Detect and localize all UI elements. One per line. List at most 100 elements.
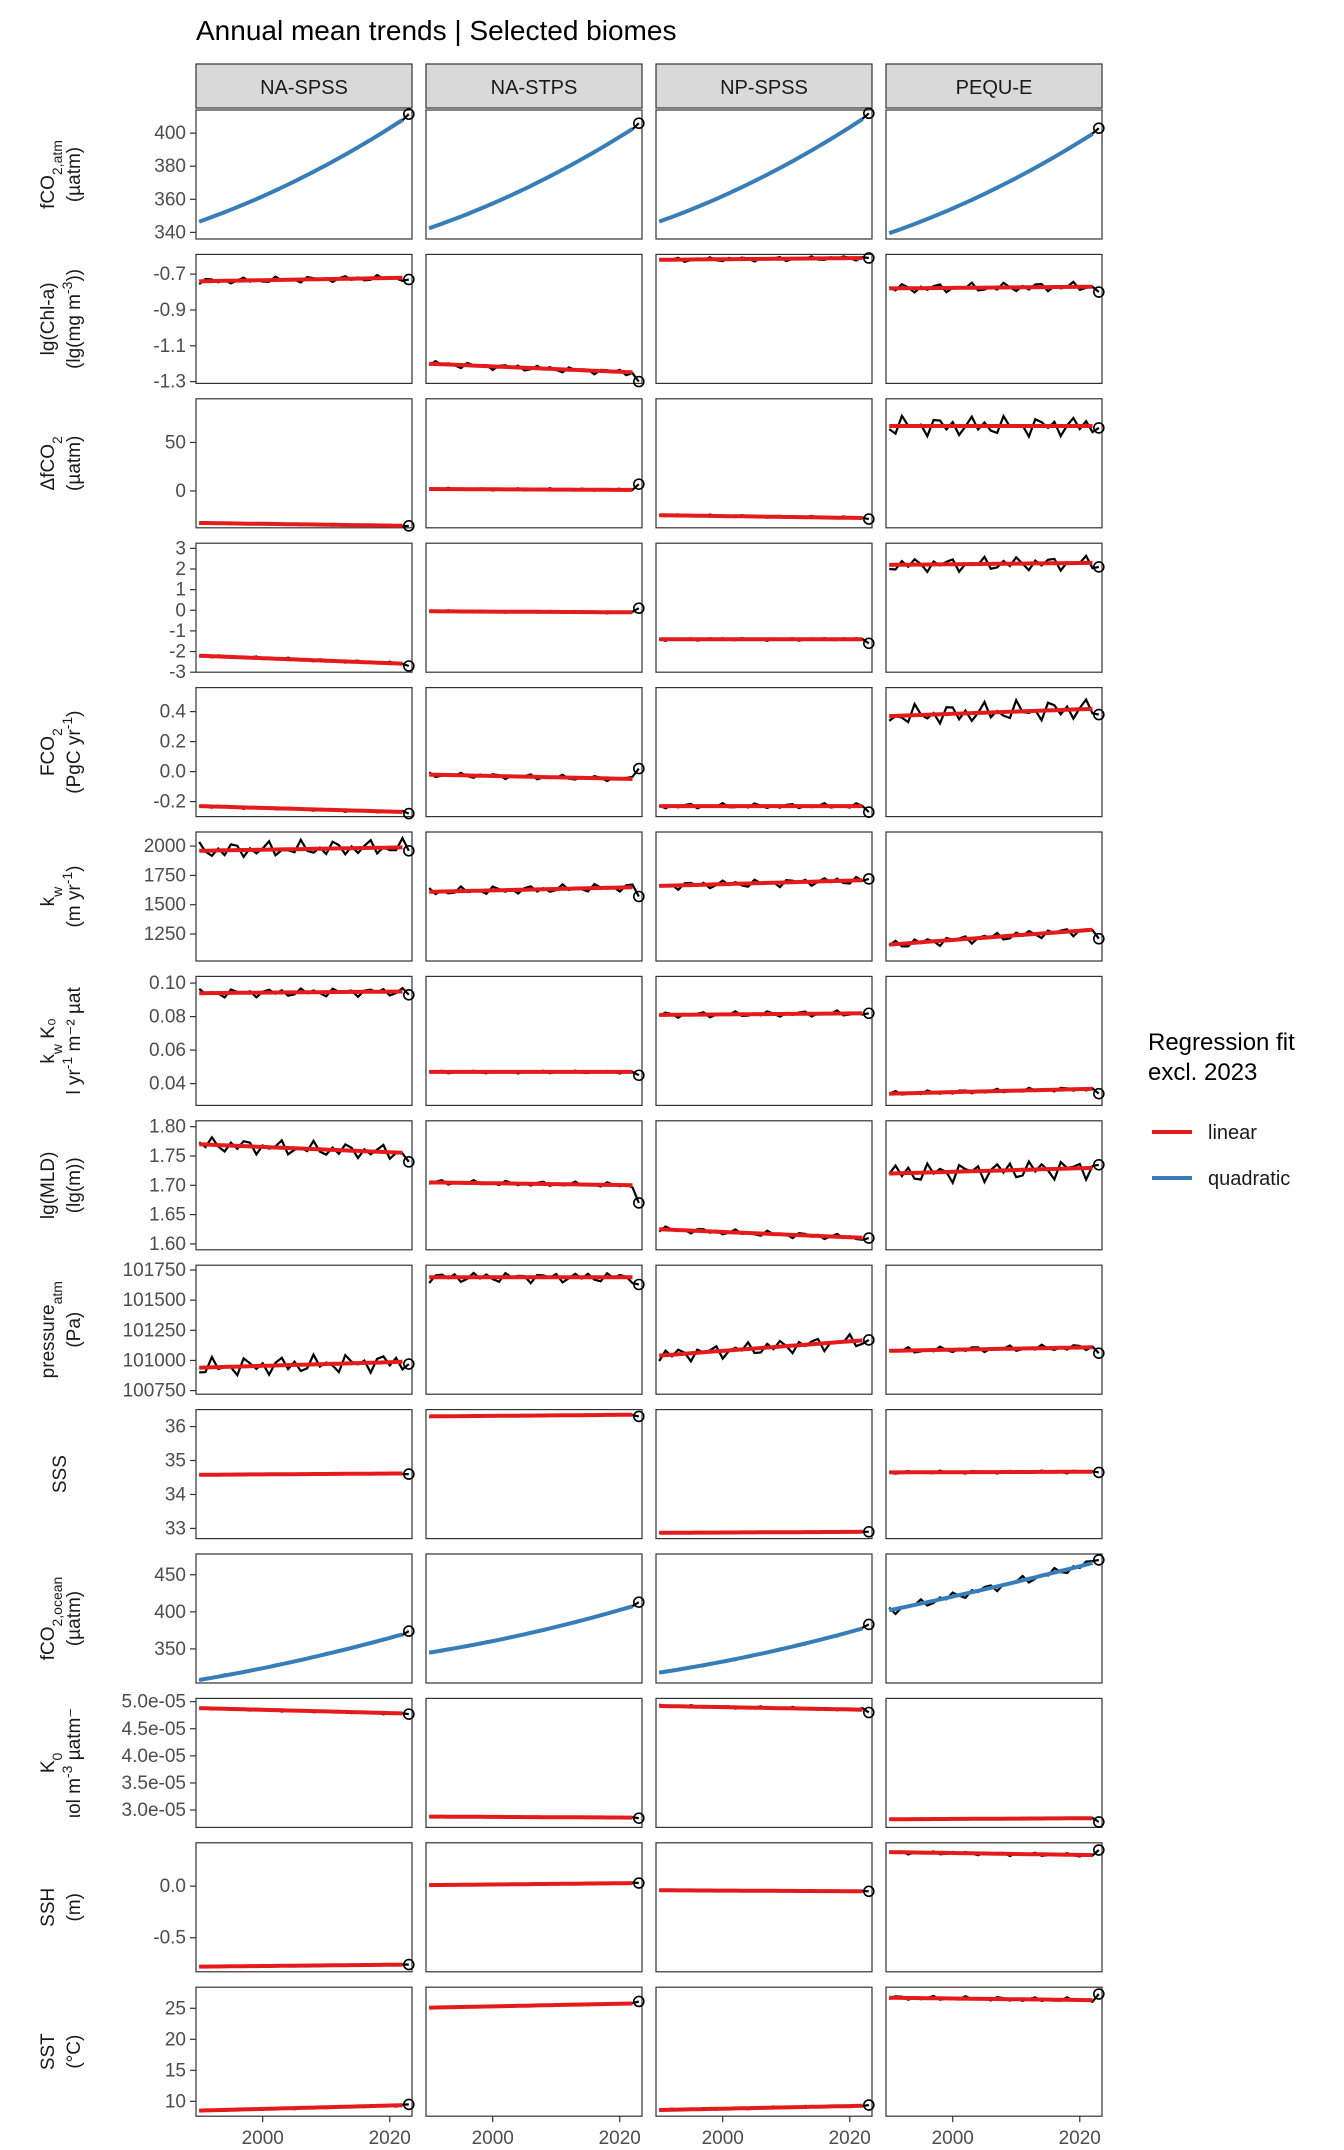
linear-fit-line [429, 772, 633, 781]
panel [425, 1408, 645, 1540]
highlight-point [863, 1526, 875, 1538]
y-tick-label: 1.70 [149, 1175, 186, 1196]
linear-fit-line [199, 653, 403, 666]
highlight-point [863, 806, 875, 818]
highlight-point [633, 478, 645, 490]
highlight-point [863, 873, 875, 885]
highlight-point [633, 762, 645, 775]
panel-frame [195, 398, 413, 529]
linear-fit-line [659, 1227, 863, 1240]
linear-fit-line [889, 1469, 1093, 1475]
quadratic-fit-line [658, 117, 864, 224]
panel [655, 1264, 875, 1395]
row-label-line: (µatm) [64, 1591, 85, 1646]
linear-fit-line [429, 1881, 633, 1888]
panel [885, 1264, 1105, 1395]
panel-frame [425, 975, 643, 1107]
y-tick-label: 400 [154, 123, 186, 144]
panel-frame [425, 253, 643, 384]
linear-fit-line [199, 804, 403, 814]
y-tick-label: 360 [154, 189, 186, 210]
row-label-line: (m) [64, 1893, 85, 1921]
quadratic-fit-line [198, 118, 404, 224]
panel [425, 109, 645, 240]
highlight-point [1093, 1816, 1105, 1828]
panel [655, 686, 875, 818]
panel [195, 1408, 415, 1540]
y-tick-label: 15 [165, 2060, 186, 2081]
chart-title: Annual mean trends | Selected biomes [196, 15, 676, 46]
panel [195, 398, 415, 532]
row-label-line: fCO2,ocean [38, 1577, 65, 1661]
row-label-line: kw [38, 886, 65, 907]
x-tick-label: 2000 [932, 2128, 974, 2149]
panel-frame [425, 542, 643, 673]
linear-fit-line [889, 927, 1093, 947]
row-label-line: (lg(mg m-3)) [59, 269, 85, 369]
linear-fit-line [659, 2103, 863, 2112]
highlight-point [403, 520, 415, 532]
observed-line [889, 553, 1100, 574]
panel-frame [885, 1986, 1103, 2117]
highlight-point [863, 107, 875, 120]
highlight-point [1093, 1158, 1105, 1171]
facet-strip-na-stps [425, 63, 643, 109]
y-tick-label: 1 [175, 580, 186, 601]
panel [195, 831, 415, 962]
panel-frame [655, 1553, 873, 1684]
linear-fit-line [889, 1995, 1093, 2003]
panel [425, 1553, 645, 1684]
facet-strip-label: NA-STPS [491, 77, 578, 99]
row-label: ΔfCO2 (µatm) [38, 436, 85, 491]
highlight-point [863, 637, 875, 650]
linear-fit-line [659, 878, 863, 888]
highlight-point [633, 117, 645, 130]
highlight-point [633, 1596, 645, 1608]
panel [655, 1408, 875, 1540]
highlight-point [403, 2098, 415, 2111]
panel [425, 686, 645, 818]
x-axis: 2000 2020 2000 2020 2000 2020 2000 2020 [242, 2116, 1101, 2149]
panel-frame [655, 975, 873, 1107]
highlight-point [1093, 122, 1105, 134]
panel-frame [195, 686, 413, 818]
panel-frame [655, 831, 873, 962]
panel [885, 1842, 1105, 1973]
y-tick-label: -2 [169, 642, 186, 663]
row-label-line: K0 [38, 1752, 65, 1773]
linear-fit-line [659, 513, 863, 520]
linear-fit-line [199, 1142, 403, 1155]
panel-frame [655, 398, 873, 529]
y-tick-label: -3 [169, 662, 186, 683]
facet-strip-pequ-e [885, 63, 1103, 109]
x-tick-label: 2020 [829, 2128, 871, 2149]
linear-fit-line [659, 1704, 863, 1712]
highlight-point [1093, 422, 1105, 434]
highlight-point [403, 108, 415, 120]
y-tick-label: 34 [165, 1484, 187, 1505]
linear-fit-line [199, 2103, 403, 2113]
quadratic-fit-line [658, 1626, 864, 1675]
panel-frame [425, 398, 643, 529]
quadratic-fit-line [428, 127, 634, 231]
panel-frame [195, 1264, 413, 1395]
y-tick-label: 0.2 [160, 732, 186, 753]
highlight-point [863, 2099, 875, 2111]
linear-fit-line [889, 284, 1093, 291]
y-tick-label: 0.0 [160, 1876, 186, 1897]
panel-frame [885, 398, 1103, 529]
y-tick-label: 50 [165, 432, 186, 453]
row-label: SST (°C) [38, 2033, 85, 2070]
y-tick-label: 0.08 [149, 1007, 186, 1028]
y-tick-label: 0 [175, 600, 186, 621]
panel-frame [655, 1408, 873, 1540]
linear-fit-line [429, 2001, 633, 2010]
y-tick-label: 36 [165, 1417, 186, 1438]
row-label-line: (µatm) [64, 436, 85, 491]
y-tick-label: 1.60 [149, 1234, 186, 1255]
panel-frame [885, 831, 1103, 962]
linear-fit-line [199, 845, 403, 853]
y-tick-label: 101250 [123, 1320, 186, 1341]
highlight-point [1093, 932, 1105, 945]
panel [195, 686, 415, 820]
